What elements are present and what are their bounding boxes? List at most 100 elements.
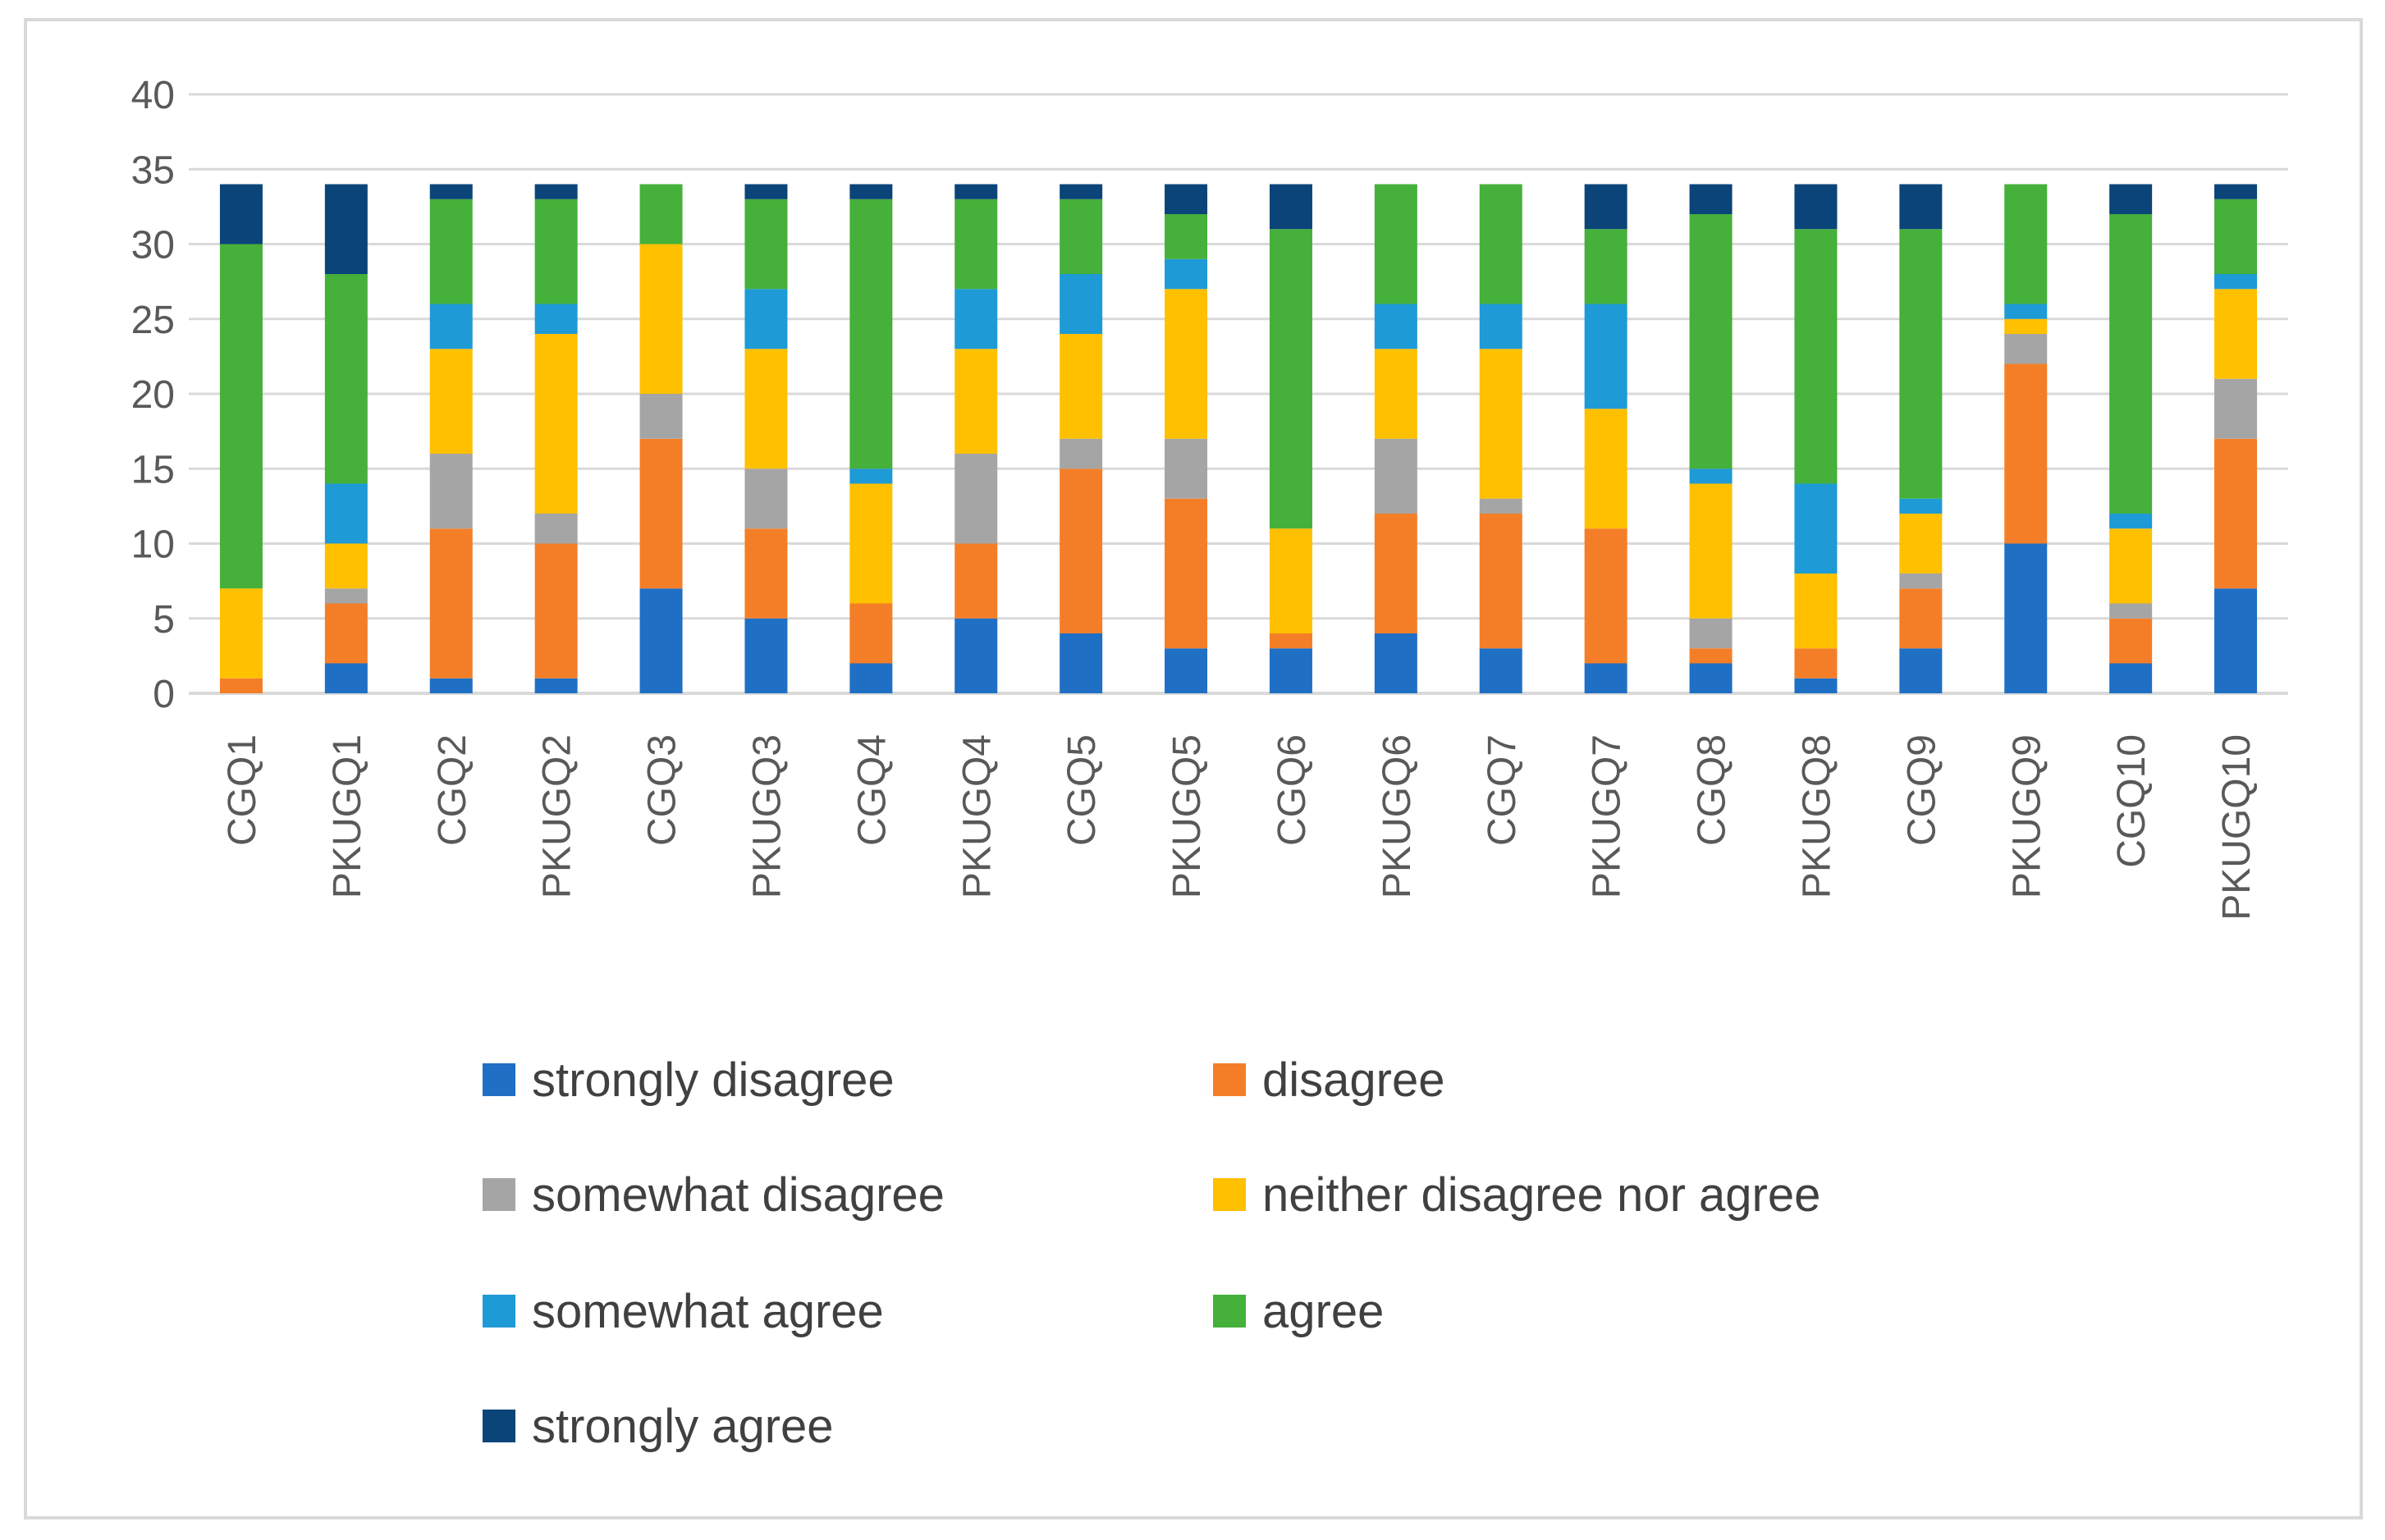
legend-label: neither disagree nor agree — [1262, 1168, 1820, 1222]
x-tick-label: PKUGQ5 — [1165, 734, 1209, 898]
bar-stack-cgq1 — [219, 184, 263, 693]
bar-segment-strongly-agree — [219, 184, 263, 244]
bar-segment-somewhat-disagree — [639, 394, 683, 439]
bar-segment-somewhat-agree — [1165, 258, 1208, 290]
bar-segment-agree — [1689, 214, 1733, 469]
bar-segment-strongly-disagree — [2214, 588, 2258, 693]
bar-segment-somewhat-disagree — [534, 514, 578, 544]
legend-swatch — [1213, 1063, 1246, 1096]
bar-stack-cgq4 — [849, 184, 893, 693]
x-tick-label: CGQ7 — [1481, 734, 1524, 846]
bar-stack-pkugq7 — [1584, 184, 1627, 693]
bar-segment-disagree — [849, 603, 893, 664]
bar-segment-somewhat-disagree — [2004, 334, 2048, 364]
bar-segment-neither-disagree-nor-agree — [2004, 318, 2048, 334]
x-tick-label: CGQ4 — [850, 734, 894, 846]
x-tick-label: PKUGQ6 — [1376, 734, 1419, 898]
bar-segment-somewhat-disagree — [1374, 438, 1417, 514]
x-tick-label: PKUGQ3 — [745, 734, 789, 898]
bar-segment-agree — [534, 199, 578, 304]
y-tick-label: 10 — [131, 523, 175, 567]
bar-segment-somewhat-agree — [1899, 498, 1943, 514]
bar-stack-cgq9 — [1899, 184, 1943, 693]
bar-segment-agree — [2109, 214, 2153, 514]
bar-segment-disagree — [1060, 468, 1103, 633]
legend-item-strongly-disagree: strongly disagree — [483, 1053, 895, 1107]
bar-stack-cgq10 — [2109, 184, 2153, 693]
bar-segment-strongly-disagree — [1269, 648, 1312, 693]
bar-segment-agree — [744, 199, 788, 290]
bar-segment-strongly-disagree — [1899, 648, 1943, 693]
bar-segment-strongly-disagree — [639, 588, 683, 693]
bar-segment-somewhat-agree — [1794, 483, 1838, 574]
bar-segment-somewhat-disagree — [2214, 378, 2258, 439]
bar-segment-neither-disagree-nor-agree — [639, 244, 683, 394]
bar-segment-somewhat-disagree — [744, 468, 788, 529]
legend-item-disagree: disagree — [1213, 1053, 1444, 1107]
bar-segment-strongly-agree — [324, 184, 368, 274]
x-tick-label: PKUGQ2 — [536, 734, 579, 898]
legend-item-somewhat-agree: somewhat agree — [483, 1285, 884, 1338]
bar-segment-neither-disagree-nor-agree — [2109, 528, 2153, 604]
bar-segment-strongly-disagree — [2109, 663, 2153, 693]
bar-segment-agree — [429, 199, 473, 304]
x-axis-tick-labels: CGQ1 PKUGQ1 CGQ2 PKUGQ2 CGQ3 PKUGQ3 CGQ4 PKUGQ4… — [221, 734, 2259, 921]
bar-segment-strongly-agree — [429, 184, 473, 199]
y-tick-label: 5 — [153, 598, 175, 642]
bar-segment-strongly-agree — [1584, 184, 1627, 230]
bar-segment-somewhat-disagree — [1479, 498, 1522, 514]
bar-segment-strongly-agree — [2214, 184, 2258, 199]
bar-segment-somewhat-agree — [429, 304, 473, 350]
bar-segment-somewhat-agree — [2109, 514, 2153, 529]
bar-segment-somewhat-agree — [1584, 304, 1627, 409]
bar-segment-neither-disagree-nor-agree — [1794, 574, 1838, 649]
bar-segment-strongly-disagree — [1165, 648, 1208, 693]
bar-segment-disagree — [954, 543, 998, 619]
bar-segment-strongly-disagree — [1794, 678, 1838, 693]
bar-segment-agree — [1899, 229, 1943, 499]
bar-segment-somewhat-disagree — [429, 454, 473, 529]
legend-label: agree — [1262, 1285, 1384, 1338]
bar-segment-neither-disagree-nor-agree — [534, 334, 578, 514]
x-tick-label: CGQ1 — [221, 734, 264, 846]
bar-segment-somewhat-disagree — [1689, 618, 1733, 649]
y-tick-label: 25 — [131, 299, 175, 342]
bar-segment-neither-disagree-nor-agree — [429, 349, 473, 454]
bar-segment-neither-disagree-nor-agree — [1060, 334, 1103, 439]
bar-segment-strongly-disagree — [324, 663, 368, 693]
bar-stacks — [219, 184, 2258, 693]
legend-swatch — [483, 1063, 515, 1096]
legend-item-agree: agree — [1213, 1285, 1384, 1338]
legend-swatch — [1213, 1295, 1246, 1328]
bar-segment-agree — [1374, 184, 1417, 304]
bar-segment-neither-disagree-nor-agree — [1269, 528, 1312, 633]
bar-segment-strongly-agree — [849, 184, 893, 199]
bar-stack-pkugq9 — [2004, 184, 2048, 693]
legend-swatch — [483, 1410, 515, 1442]
x-tick-label: PKUGQ4 — [955, 734, 999, 898]
bar-segment-strongly-disagree — [2004, 543, 2048, 693]
x-tick-label: PKUGQ9 — [2005, 734, 2049, 898]
y-tick-label: 20 — [131, 373, 175, 417]
x-tick-label: CGQ9 — [1900, 734, 1943, 846]
bar-stack-cgq7 — [1479, 184, 1522, 693]
bar-segment-strongly-disagree — [954, 618, 998, 693]
bar-segment-agree — [849, 199, 893, 469]
x-tick-label: PKUGQ1 — [326, 734, 369, 898]
bar-stack-cgq8 — [1689, 184, 1733, 693]
bar-segment-disagree — [744, 528, 788, 619]
legend-item-somewhat-disagree: somewhat disagree — [483, 1168, 945, 1222]
bar-segment-strongly-agree — [534, 184, 578, 199]
bar-segment-agree — [954, 199, 998, 290]
bar-segment-disagree — [2004, 363, 2048, 544]
bar-segment-disagree — [219, 678, 263, 693]
bar-segment-strongly-agree — [1165, 184, 1208, 214]
x-tick-label: CGQ3 — [641, 734, 684, 846]
x-tick-label: CGQ5 — [1060, 734, 1104, 846]
bar-segment-strongly-disagree — [1374, 633, 1417, 693]
bar-segment-disagree — [324, 603, 368, 664]
bar-segment-strongly-disagree — [534, 678, 578, 693]
bar-stack-pkugq1 — [324, 184, 368, 693]
bar-segment-strongly-agree — [1899, 184, 1943, 230]
